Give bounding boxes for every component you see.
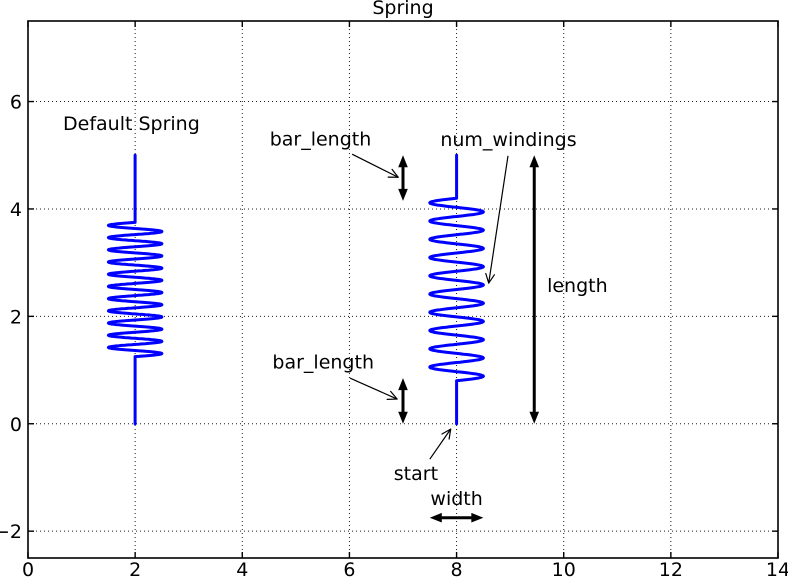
x-tick-label: 0	[22, 559, 34, 577]
bar-length-top-pointer-shaft	[351, 153, 399, 178]
bar-length-bottom-pointer-shaft	[349, 377, 398, 400]
label-default-spring: Default Spring	[63, 113, 200, 135]
start-pointer-head	[441, 428, 452, 435]
y-tick-label: 2	[10, 306, 22, 328]
y-tick-label: 0	[10, 414, 22, 436]
length-indicator-head	[529, 155, 540, 168]
start-pointer-head	[448, 428, 452, 440]
x-tick-label: 10	[552, 559, 576, 577]
y-tick-label: 6	[10, 92, 22, 114]
x-tick-label: 2	[129, 559, 141, 577]
annotated-spring-curve	[428, 153, 485, 426]
y-tick-label: 4	[10, 199, 22, 221]
label-bar-length-bottom: bar_length	[272, 352, 374, 374]
x-tick-label: 12	[659, 559, 683, 577]
label-start: start	[394, 463, 438, 485]
x-tick-label: 8	[451, 559, 463, 577]
bar-length-bottom-indicator-head	[398, 411, 408, 424]
y-tick-label: −2	[0, 521, 22, 543]
axes-frame	[27, 20, 779, 559]
width-indicator-head	[429, 512, 442, 523]
width-indicator-head	[471, 512, 484, 523]
bar-length-top-indicator-head	[398, 155, 408, 168]
num-windings-pointer-shaft	[488, 155, 509, 284]
bar-length-bottom-pointer-head	[390, 390, 398, 400]
label-width: width	[430, 488, 482, 510]
num-windings-pointer-head	[485, 272, 490, 284]
bar-length-bottom-indicator-head	[398, 378, 408, 391]
num-windings-pointer-head	[488, 274, 495, 284]
bar-length-top-pointer-head	[391, 168, 399, 178]
x-tick-label: 14	[766, 559, 788, 577]
bar-length-top-indicator-head	[398, 188, 408, 201]
x-tick-label: 4	[236, 559, 248, 577]
x-tick-label: 6	[343, 559, 355, 577]
label-num-windings: num_windings	[440, 129, 576, 151]
start-pointer-shaft	[429, 428, 452, 460]
label-bar-length-top: bar_length	[270, 129, 372, 151]
default-spring-curve	[106, 153, 164, 426]
length-indicator-head	[529, 411, 540, 424]
label-length: length	[547, 275, 608, 297]
chart-title: Spring	[372, 0, 434, 19]
